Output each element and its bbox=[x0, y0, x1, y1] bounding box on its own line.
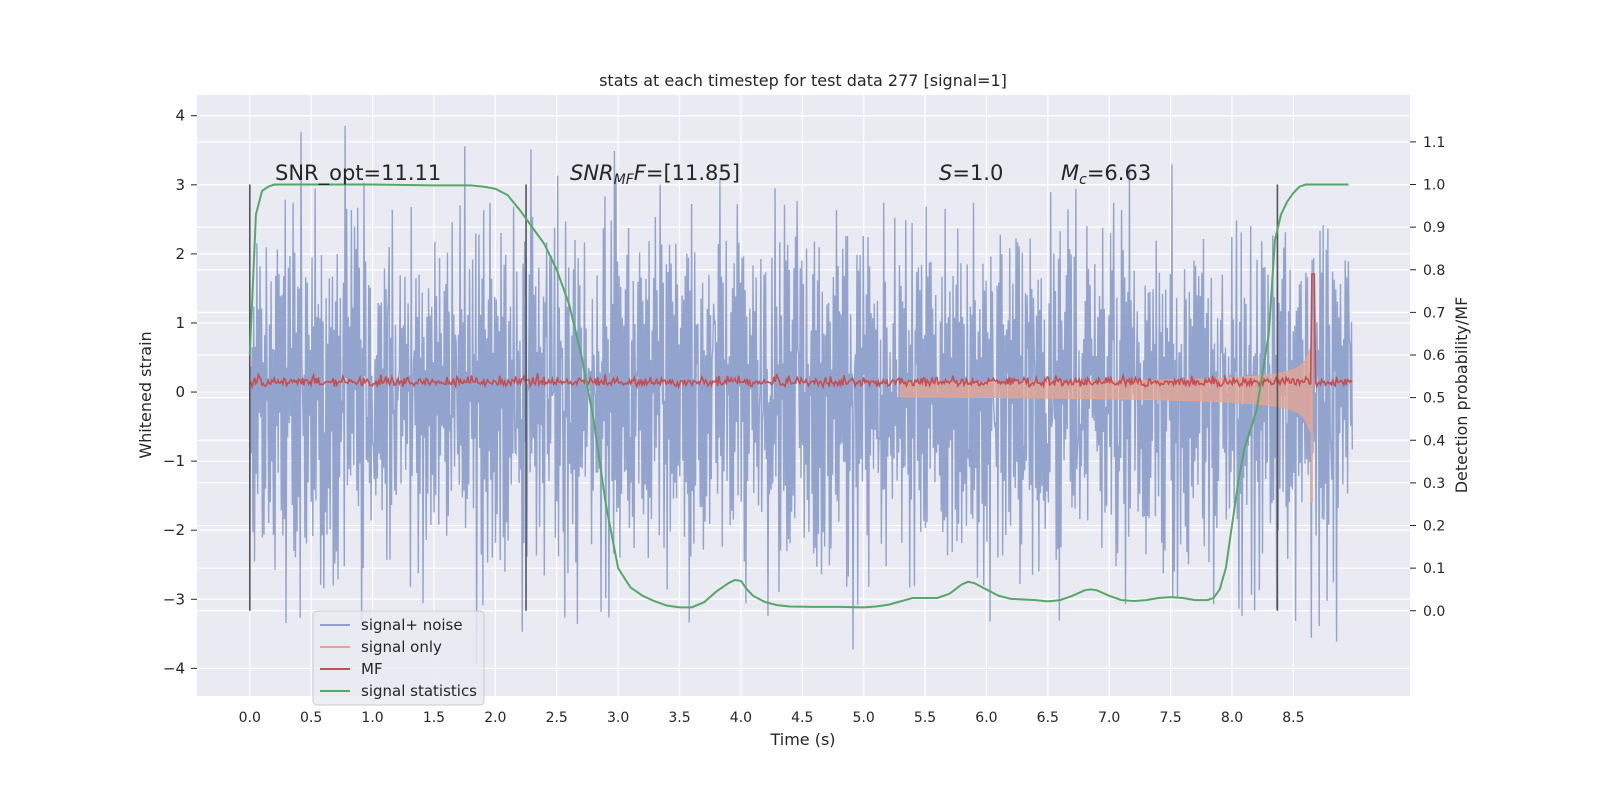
y-left-tick-label-6: −2 bbox=[163, 521, 185, 539]
y-right-tick-label-11: 0.0 bbox=[1423, 604, 1445, 620]
x-tick-label-6: 3.0 bbox=[607, 710, 629, 726]
x-tick-label-8: 4.0 bbox=[730, 710, 752, 726]
legend-label-signal-only: signal only bbox=[361, 638, 442, 656]
y-left-tick-label-5: −1 bbox=[163, 452, 185, 470]
legend: signal+ noise signal only MF signal stat… bbox=[312, 610, 485, 706]
x-tick-label-3: 1.5 bbox=[423, 710, 445, 726]
y-right-tick-labels: 1.1 1.0 0.9 0.8 0.7 0.6 0.5 0.4 0.3 0.2 0.1 0.0 bbox=[1410, 135, 1445, 620]
x-tick-label-5: 2.5 bbox=[546, 710, 568, 726]
y-right-tick-label-9: 0.2 bbox=[1423, 519, 1445, 535]
x-tick-label-7: 3.5 bbox=[668, 710, 690, 726]
signal-noise-line bbox=[249, 125, 1354, 664]
x-tick-label-10: 5.0 bbox=[853, 710, 875, 726]
y-right-tick-label-2: 0.9 bbox=[1423, 220, 1445, 236]
annotation-snr-mf-sub: MF bbox=[614, 172, 635, 188]
y-left-tick-label-7: −3 bbox=[163, 590, 185, 608]
x-tick-label-14: 7.0 bbox=[1098, 710, 1120, 726]
annotation-s-sym: S bbox=[939, 161, 952, 185]
annotation-snr-mf-sym: SNR bbox=[570, 161, 614, 185]
annotation-mc-sym: M bbox=[1061, 161, 1079, 185]
legend-box bbox=[312, 610, 485, 706]
x-tick-label-2: 1.0 bbox=[361, 710, 383, 726]
y-right-tick-label-0: 1.1 bbox=[1423, 135, 1445, 151]
legend-label-signal-statistics: signal statistics bbox=[361, 682, 477, 700]
y-left-tick-label-0: 4 bbox=[175, 107, 185, 125]
legend-label-signal-noise: signal+ noise bbox=[361, 616, 463, 634]
x-tick-labels: 0.0 0.5 1.0 1.5 2.0 2.5 3.0 3.5 4.0 4.5 5.0 5.5 6.0 6… bbox=[239, 710, 1305, 726]
y-left-tick-label-1: 3 bbox=[175, 176, 185, 194]
signal-statistics-series bbox=[248, 183, 1349, 609]
x-tick-label-0: 0.0 bbox=[239, 710, 261, 726]
annotation-s: S=1.0 bbox=[939, 161, 1003, 185]
y-left-tick-label-8: −4 bbox=[163, 659, 185, 677]
y-right-tick-label-3: 0.8 bbox=[1423, 263, 1445, 279]
x-tick-label-13: 6.5 bbox=[1037, 710, 1059, 726]
y-right-tick-label-1: 1.0 bbox=[1423, 178, 1445, 194]
mf-line bbox=[249, 273, 1353, 390]
annotation-snr-mf: SNRMFF=[11.85] bbox=[570, 161, 740, 188]
x-axis-label: Time (s) bbox=[769, 730, 835, 749]
x-tick-label-12: 6.0 bbox=[975, 710, 997, 726]
annotation-s-val: =1.0 bbox=[952, 161, 1003, 185]
y-left-axis-label: Whitened strain bbox=[136, 331, 155, 458]
x-tick-label-1: 0.5 bbox=[300, 710, 322, 726]
y-right-tick-label-6: 0.5 bbox=[1423, 391, 1445, 407]
noise-series bbox=[249, 125, 1354, 664]
x-tick-label-17: 8.5 bbox=[1282, 710, 1304, 726]
y-right-axis-label: Detection probability/MF bbox=[1452, 297, 1471, 494]
annotation-mc-sub: c bbox=[1079, 172, 1087, 188]
signal-statistics-line bbox=[248, 183, 1349, 609]
y-left-tick-label-4: 0 bbox=[175, 383, 185, 401]
y-left-tick-labels: 4 3 2 1 0 −1 −2 −3 −4 bbox=[163, 107, 197, 677]
x-tick-label-9: 4.5 bbox=[791, 710, 813, 726]
legend-label-mf: MF bbox=[361, 660, 383, 678]
y-left-tick-label-3: 1 bbox=[175, 314, 185, 332]
vertical-markers bbox=[248, 184, 1279, 611]
annotation-snr-mf-val: =[11.85] bbox=[646, 161, 740, 185]
x-tick-label-15: 7.5 bbox=[1159, 710, 1181, 726]
mf-series bbox=[249, 273, 1353, 390]
annotation-mc: Mc=6.63 bbox=[1061, 161, 1151, 188]
y-right-tick-label-4: 0.7 bbox=[1423, 305, 1445, 321]
chart-title: stats at each timestep for test data 277… bbox=[599, 71, 1007, 90]
x-tick-label-16: 8.0 bbox=[1221, 710, 1243, 726]
annotation-snr-mf-f: F bbox=[634, 161, 647, 185]
y-left-tick-label-2: 2 bbox=[175, 245, 185, 263]
x-tick-label-4: 2.0 bbox=[484, 710, 506, 726]
y-right-tick-label-10: 0.1 bbox=[1423, 561, 1445, 577]
y-right-tick-label-7: 0.4 bbox=[1423, 433, 1445, 449]
annotation-snr-opt: SNR_opt=11.11 bbox=[275, 161, 441, 186]
x-tick-label-11: 5.5 bbox=[914, 710, 936, 726]
annotation-mc-val: =6.63 bbox=[1087, 161, 1151, 185]
y-right-tick-label-5: 0.6 bbox=[1423, 348, 1445, 364]
y-right-tick-label-8: 0.3 bbox=[1423, 476, 1445, 492]
